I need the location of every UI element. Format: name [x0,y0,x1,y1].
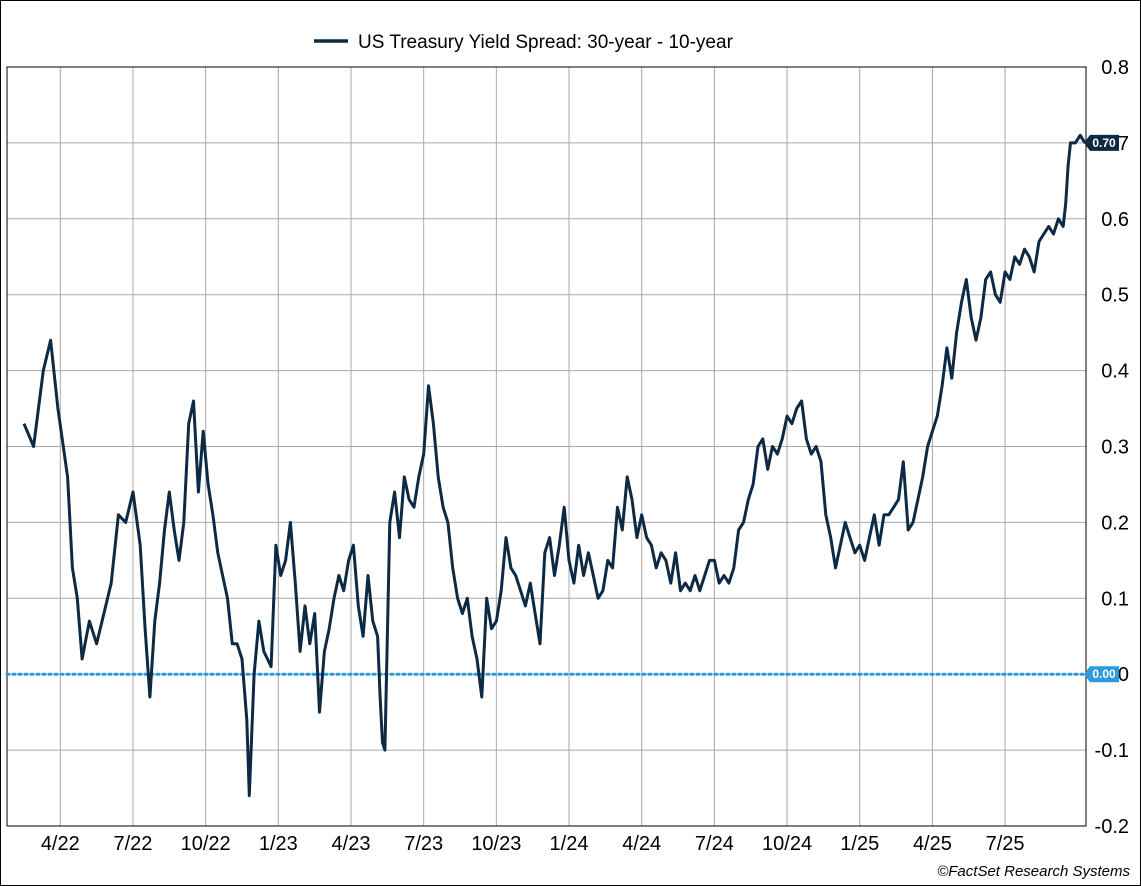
y-tick-label: 0.3 [1101,437,1129,459]
series-layer [22,133,1087,798]
x-tick-label: 7/25 [986,833,1025,855]
value-label-box [1084,134,1119,151]
legend: US Treasury Yield Spread: 30-year - 10-y… [314,32,734,53]
y-tick-label: 0.8 [1101,57,1129,79]
y-tick-label: 0.5 [1101,285,1129,307]
value-label-text: 0.00 [1092,667,1116,681]
x-tick-label: 10/22 [181,833,231,855]
x-axis-tick-labels: 4/22 7/22 10/22 1/23 4/23 7/23 10/23 1/24 4/24 7/… [41,833,1025,855]
value-label-0: 0.70 [1084,134,1119,151]
y-tick-label: -0.2 [1095,816,1129,838]
x-tick-label: 7/22 [114,833,153,855]
x-tick-label: 4/25 [913,833,952,855]
series-line-yield-spread [22,133,1087,798]
x-tick-label: 1/24 [550,833,589,855]
value-labels: 0.70 0.00 [1084,134,1119,683]
x-tick-label: 10/23 [471,833,521,855]
y-tick-label: -0.1 [1095,740,1129,762]
value-label-1: 0.00 [1084,666,1119,683]
x-tick-label: 10/24 [762,833,812,855]
value-label-box [1084,666,1119,683]
y-tick-label: 0.6 [1101,209,1129,231]
x-tick-label: 4/22 [41,833,80,855]
x-tick-label: 7/24 [695,833,734,855]
y-tick-label: 0.2 [1101,512,1129,534]
value-label-text: 0.70 [1092,136,1116,150]
legend-label: US Treasury Yield Spread: 30-year - 10-y… [358,32,734,53]
x-tick-label: 7/23 [404,833,443,855]
x-tick-label: 4/23 [332,833,371,855]
x-tick-label: 1/25 [840,833,879,855]
y-tick-label: 0.4 [1101,361,1129,383]
y-tick-label: 0.1 [1101,588,1129,610]
y-tick-label: 0 [1118,664,1129,686]
copyright-credit: ©FactSet Research Systems [937,863,1130,880]
plot-frame [6,66,1087,827]
x-tick-label: 4/24 [622,833,661,855]
x-tick-label: 1/23 [259,833,298,855]
